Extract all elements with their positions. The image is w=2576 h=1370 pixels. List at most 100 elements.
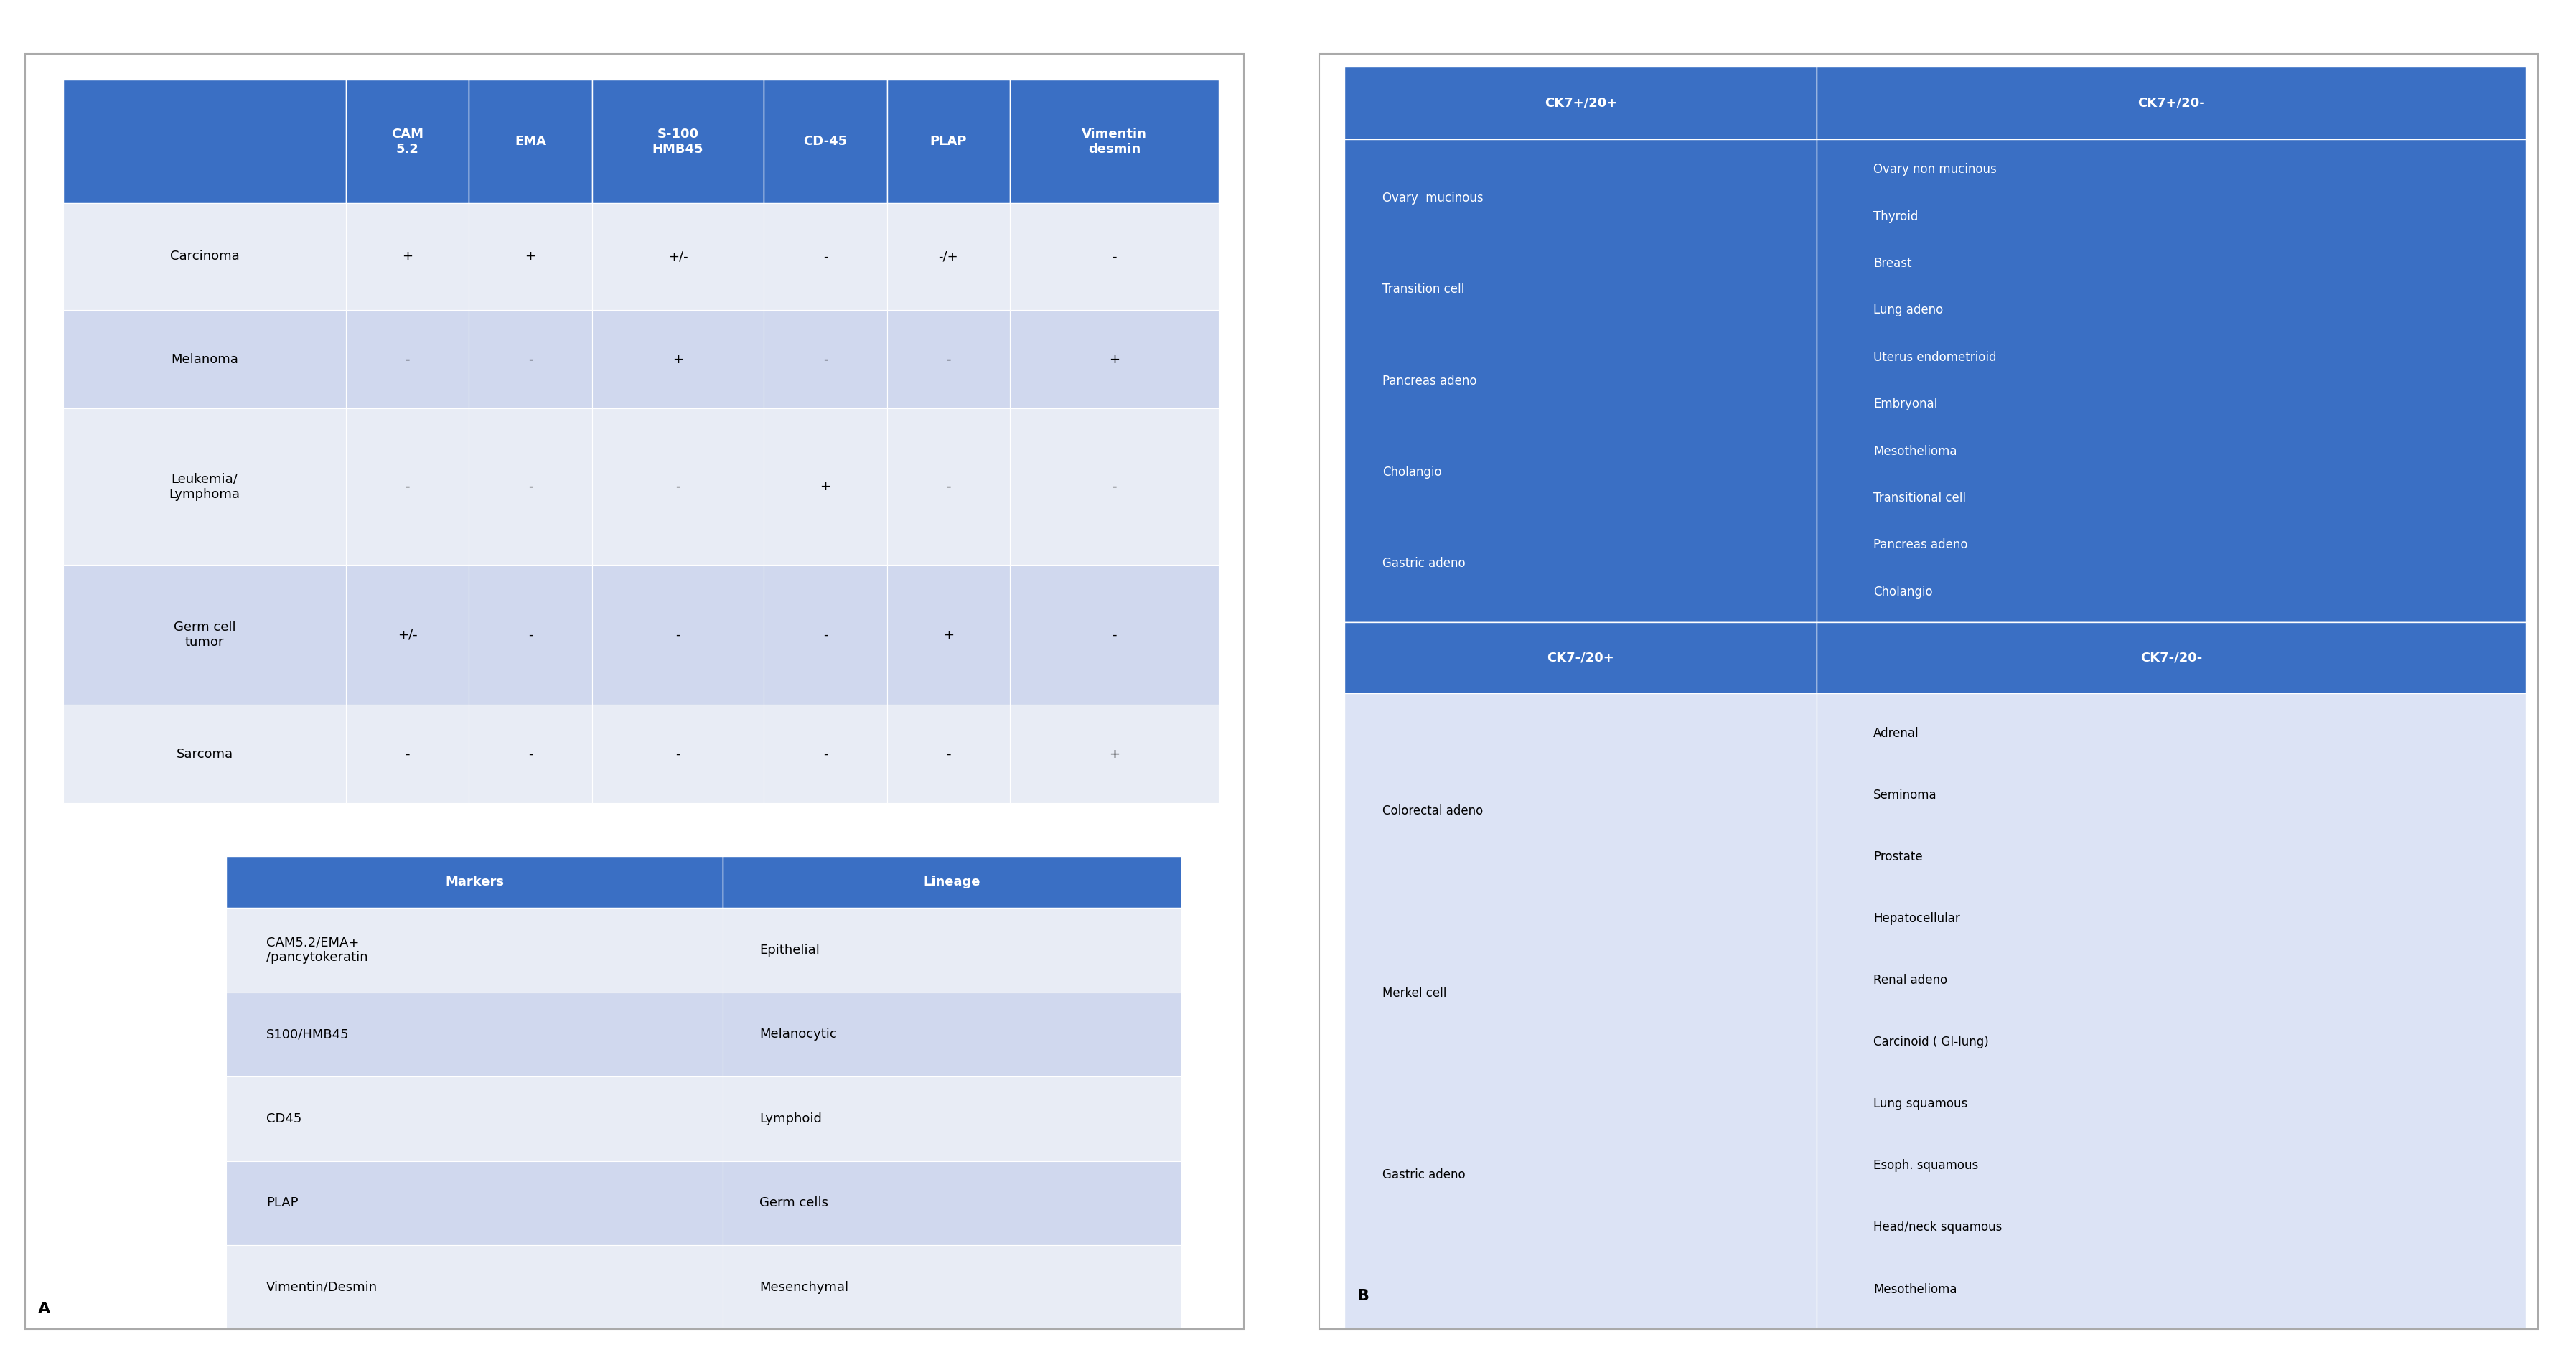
FancyBboxPatch shape (227, 1077, 724, 1160)
FancyBboxPatch shape (64, 203, 345, 310)
Text: Pancreas adeno: Pancreas adeno (1873, 538, 1968, 552)
FancyBboxPatch shape (469, 704, 592, 803)
Text: CAM5.2/EMA+
/pancytokeratin: CAM5.2/EMA+ /pancytokeratin (265, 936, 368, 964)
Text: Seminoma: Seminoma (1873, 789, 1937, 801)
FancyBboxPatch shape (469, 203, 592, 310)
Text: PLAP: PLAP (930, 136, 966, 148)
Text: Mesothelioma: Mesothelioma (1873, 445, 1958, 458)
Text: +: + (819, 481, 832, 493)
Text: -: - (675, 748, 680, 760)
Text: +: + (526, 249, 536, 263)
FancyBboxPatch shape (1345, 67, 1816, 140)
Text: Gastric adeno: Gastric adeno (1383, 1169, 1466, 1181)
Text: Lung squamous: Lung squamous (1873, 1097, 1968, 1111)
Text: -: - (824, 353, 827, 366)
FancyBboxPatch shape (886, 704, 1010, 803)
Text: -: - (404, 481, 410, 493)
FancyBboxPatch shape (724, 992, 1182, 1077)
Text: EMA: EMA (515, 136, 546, 148)
Text: Hepatocellular: Hepatocellular (1873, 912, 1960, 925)
FancyBboxPatch shape (64, 408, 345, 564)
FancyBboxPatch shape (765, 704, 886, 803)
FancyBboxPatch shape (469, 310, 592, 408)
Text: +: + (1110, 748, 1121, 760)
Text: Vimentin
desmin: Vimentin desmin (1082, 127, 1146, 155)
Text: Embryonal: Embryonal (1873, 397, 1937, 411)
FancyBboxPatch shape (592, 203, 765, 310)
FancyBboxPatch shape (724, 856, 1182, 908)
FancyBboxPatch shape (469, 79, 592, 203)
FancyBboxPatch shape (886, 203, 1010, 310)
Text: -: - (824, 748, 827, 760)
Text: CD45: CD45 (265, 1112, 301, 1125)
Text: CD-45: CD-45 (804, 136, 848, 148)
Text: Carcinoid ( GI-lung): Carcinoid ( GI-lung) (1873, 1036, 1989, 1048)
Text: Lymphoid: Lymphoid (760, 1112, 822, 1125)
Text: Lung adeno: Lung adeno (1873, 304, 1942, 316)
FancyBboxPatch shape (345, 79, 469, 203)
FancyBboxPatch shape (765, 564, 886, 704)
Text: Breast: Breast (1873, 258, 1911, 270)
Text: -: - (945, 748, 951, 760)
FancyBboxPatch shape (765, 310, 886, 408)
Text: -: - (1113, 481, 1118, 493)
FancyBboxPatch shape (1345, 622, 1816, 693)
FancyBboxPatch shape (886, 310, 1010, 408)
FancyBboxPatch shape (1010, 408, 1218, 564)
Text: -: - (1113, 249, 1118, 263)
FancyBboxPatch shape (227, 1160, 724, 1245)
Text: Leukemia/
Lymphoma: Leukemia/ Lymphoma (170, 473, 240, 500)
Text: -: - (824, 249, 827, 263)
Text: -: - (404, 748, 410, 760)
Text: B: B (1358, 1289, 1370, 1303)
FancyBboxPatch shape (1010, 203, 1218, 310)
FancyBboxPatch shape (1010, 704, 1218, 803)
Text: CK7-/20+: CK7-/20+ (1548, 651, 1615, 664)
Text: Prostate: Prostate (1873, 851, 1922, 863)
FancyBboxPatch shape (227, 856, 724, 908)
FancyBboxPatch shape (345, 203, 469, 310)
Text: Transitional cell: Transitional cell (1873, 492, 1965, 504)
FancyBboxPatch shape (886, 408, 1010, 564)
Text: -: - (675, 629, 680, 641)
Text: Adrenal: Adrenal (1873, 727, 1919, 740)
FancyBboxPatch shape (469, 564, 592, 704)
Text: CK7+/20+: CK7+/20+ (1546, 96, 1618, 110)
Text: A: A (39, 1302, 52, 1317)
FancyBboxPatch shape (1010, 79, 1218, 203)
FancyBboxPatch shape (724, 1077, 1182, 1160)
Text: CK7+/20-: CK7+/20- (2138, 96, 2205, 110)
Text: Gastric adeno: Gastric adeno (1383, 556, 1466, 570)
Text: Pancreas adeno: Pancreas adeno (1383, 374, 1476, 388)
Text: +: + (943, 629, 953, 641)
Text: Esoph. squamous: Esoph. squamous (1873, 1159, 1978, 1173)
Text: Transition cell: Transition cell (1383, 284, 1463, 296)
Text: Ovary non mucinous: Ovary non mucinous (1873, 163, 1996, 175)
FancyBboxPatch shape (227, 908, 724, 992)
Text: Uterus endometrioid: Uterus endometrioid (1873, 351, 1996, 363)
Text: -: - (945, 353, 951, 366)
FancyBboxPatch shape (64, 564, 345, 704)
Text: Mesothelioma: Mesothelioma (1873, 1282, 1958, 1296)
FancyBboxPatch shape (1010, 310, 1218, 408)
Text: Cholangio: Cholangio (1873, 585, 1932, 599)
Text: -: - (675, 481, 680, 493)
FancyBboxPatch shape (1010, 564, 1218, 704)
FancyBboxPatch shape (64, 704, 345, 803)
Text: +: + (672, 353, 683, 366)
FancyBboxPatch shape (469, 408, 592, 564)
Text: -: - (528, 481, 533, 493)
Text: +: + (402, 249, 412, 263)
Text: Head/neck squamous: Head/neck squamous (1873, 1221, 2002, 1234)
Text: Cholangio: Cholangio (1383, 466, 1443, 478)
FancyBboxPatch shape (345, 408, 469, 564)
Text: -/+: -/+ (938, 249, 958, 263)
FancyBboxPatch shape (64, 79, 345, 203)
Text: S-100
HMB45: S-100 HMB45 (652, 127, 703, 155)
FancyBboxPatch shape (1816, 67, 2524, 622)
Text: -: - (528, 748, 533, 760)
FancyBboxPatch shape (886, 79, 1010, 203)
Text: PLAP: PLAP (265, 1196, 299, 1210)
Text: -: - (824, 629, 827, 641)
FancyBboxPatch shape (345, 564, 469, 704)
